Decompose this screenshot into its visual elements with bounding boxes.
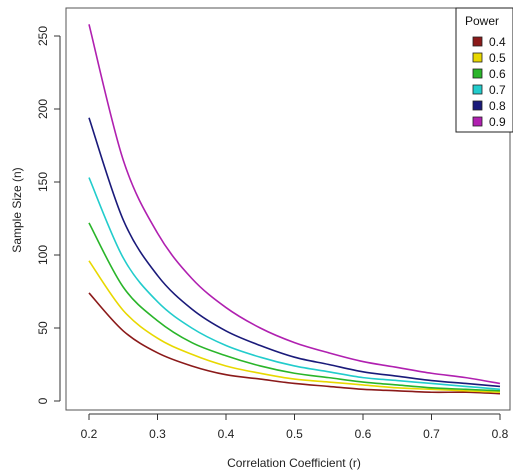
legend-swatch — [472, 68, 483, 79]
x-tick-label: 0.4 — [218, 427, 235, 441]
series-line-power-0.8 — [88, 117, 501, 388]
y-axis-title: Sample Size (n) — [10, 167, 24, 252]
legend-swatch — [472, 84, 483, 95]
series-line-power-0.6 — [88, 222, 501, 392]
x-tick-label: 0.2 — [81, 427, 98, 441]
legend-swatch — [472, 116, 483, 127]
series-line-power-0.5 — [88, 260, 501, 394]
legend-swatch — [472, 52, 483, 63]
plot-frame — [65, 7, 511, 411]
x-axis-title: Correlation Coefficient (r) — [227, 456, 361, 470]
y-axis: 0 50 100 150 200 250 — [36, 26, 61, 404]
y-tick-label: 0 — [36, 397, 50, 404]
x-tick-label: 0.3 — [149, 427, 166, 441]
legend-label: 0.7 — [489, 83, 506, 97]
series-line-power-0.9 — [88, 24, 501, 385]
series-line-power-0.7 — [88, 177, 501, 391]
legend-box — [455, 7, 513, 133]
y-tick-label: 150 — [36, 172, 50, 192]
legend-swatch — [472, 100, 483, 111]
x-tick-label: 0.6 — [355, 427, 372, 441]
legend: Power 0.4 0.5 0.6 0.7 0.8 0.9 — [455, 7, 513, 133]
x-tick-label: 0.5 — [286, 427, 303, 441]
x-tick-label: 0.7 — [423, 427, 440, 441]
legend-title: Power — [465, 14, 499, 28]
legend-swatch — [472, 36, 483, 47]
legend-label: 0.6 — [489, 67, 506, 81]
y-tick-label: 200 — [36, 99, 50, 119]
x-axis: 0.2 0.3 0.4 0.5 0.6 0.7 0.8 — [81, 413, 509, 441]
y-tick-label: 250 — [36, 26, 50, 46]
legend-label: 0.4 — [489, 35, 506, 49]
legend-label: 0.9 — [489, 115, 506, 129]
y-tick-label: 100 — [36, 245, 50, 265]
legend-items: 0.4 0.5 0.6 0.7 0.8 0.9 — [472, 35, 506, 129]
x-tick-label: 0.8 — [492, 427, 509, 441]
series-line-power-0.4 — [88, 292, 501, 395]
legend-label: 0.8 — [489, 99, 506, 113]
y-tick-label: 50 — [36, 321, 50, 335]
legend-label: 0.5 — [489, 51, 506, 65]
series-lines — [88, 24, 501, 395]
